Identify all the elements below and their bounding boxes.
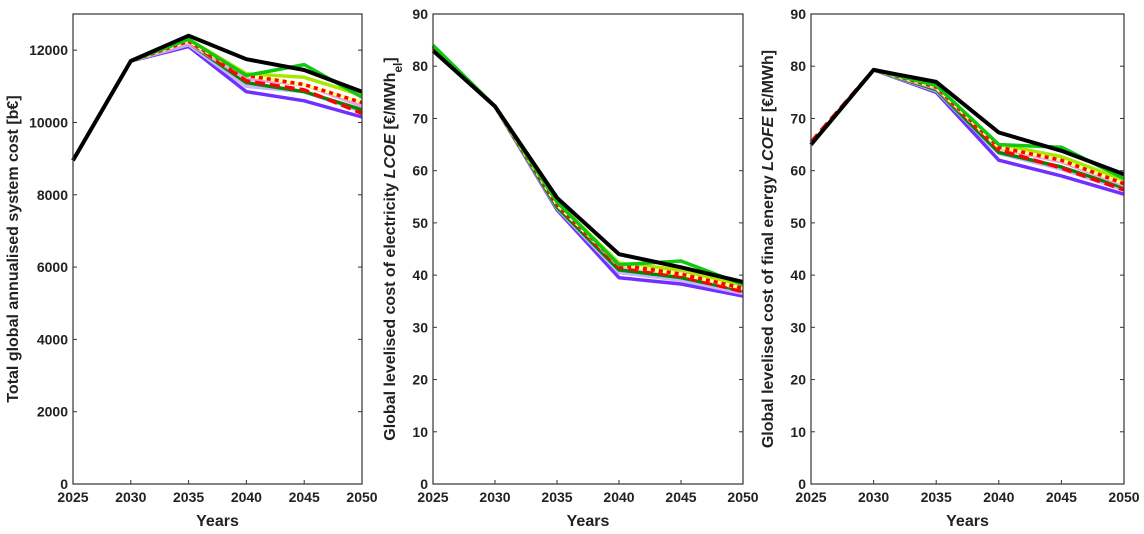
plot-frame xyxy=(72,13,363,485)
y-tick-label: 50 xyxy=(790,215,806,231)
y-tick-label: 60 xyxy=(790,163,806,179)
chart-panel-3: 2025 2030 2035 2040 2045 20500102030405060708… xyxy=(760,6,1140,530)
x-tick-label: 2050 xyxy=(1108,489,1139,505)
y-tick-label: 30 xyxy=(790,319,806,335)
y-tick-label: 0 xyxy=(60,476,68,492)
x-axis-label: Years xyxy=(196,513,239,530)
y-tick-label: 90 xyxy=(412,6,428,22)
x-tick-label: 2025 xyxy=(57,489,88,505)
y-tick-label: 30 xyxy=(412,319,428,335)
x-tick-label: 2035 xyxy=(921,489,952,505)
chart-panel-2-series-yellow-green-line xyxy=(431,46,744,288)
y-tick-label: 80 xyxy=(412,58,428,74)
chart-panel-2-series-yellow-red-dotted-line xyxy=(431,46,744,290)
chart-panel-2-series-yellow-red-dotted-dots xyxy=(431,46,744,290)
x-axis-label: Years xyxy=(946,513,989,530)
x-tick-label: 2045 xyxy=(289,489,320,505)
x-tick-label: 2040 xyxy=(983,489,1014,505)
x-axis-label: Years xyxy=(567,513,610,530)
y-tick-label: 2000 xyxy=(37,404,68,420)
plot-frame xyxy=(432,13,744,485)
y-tick-label: 50 xyxy=(412,215,428,231)
plot-frame xyxy=(810,13,1125,485)
y-tick-label: 0 xyxy=(798,476,806,492)
chart-panel-2-series-green-line xyxy=(431,44,744,287)
chart-panel-2-series-pink-line xyxy=(431,46,744,291)
y-tick-label: 20 xyxy=(790,372,806,388)
chart-panel-2-series-purple-line xyxy=(431,46,744,298)
y-axis-label-part: el xyxy=(391,63,405,73)
chart-panel-1: 2025 2030 2035 2040 2045 2050 0 2000 4000 6000 800… xyxy=(5,13,378,530)
x-tick-label: 2025 xyxy=(795,489,826,505)
chart-panel-3-series-black-line xyxy=(809,67,1125,177)
x-tick-label: 2040 xyxy=(231,489,262,505)
y-tick-label: 90 xyxy=(790,6,806,22)
y-tick-label: 40 xyxy=(790,267,806,283)
chart-panel-2-series-red-dashed-line xyxy=(431,45,744,294)
x-tick-label: 2030 xyxy=(115,489,146,505)
y-tick-label: 40 xyxy=(412,267,428,283)
y-axis-label-part: LCOFE xyxy=(760,115,777,171)
y-tick-label: 70 xyxy=(790,110,806,126)
y-axis-label-part: Global levelised cost of electricity xyxy=(382,178,399,440)
y-tick-label: 0 xyxy=(420,476,428,492)
y-axis-label: Global levelised cost of electricity LCO… xyxy=(382,57,405,440)
y-axis-label-part: Global levelised cost of final energy xyxy=(760,171,777,448)
chart-panel-1-series-green-line xyxy=(71,37,363,162)
y-tick-label: 10000 xyxy=(29,114,68,130)
y-tick-label: 10 xyxy=(790,424,806,440)
chart-panel-1-series-black-line xyxy=(71,33,363,162)
x-tick-label: 2035 xyxy=(541,489,572,505)
y-axis-label-part: LCOE xyxy=(382,133,399,179)
y-tick-label: 60 xyxy=(412,163,428,179)
y-axis-label-part: [€/MWh] xyxy=(760,50,777,117)
chart-panel-2-series-black-line xyxy=(431,49,744,284)
y-tick-label: 8000 xyxy=(37,187,68,203)
y-axis-label-part: ] xyxy=(382,57,399,62)
x-tick-label: 2045 xyxy=(665,489,696,505)
x-tick-label: 2050 xyxy=(727,489,758,505)
chart-panel-2-series-dark-green-line xyxy=(431,46,744,293)
y-tick-label: 12000 xyxy=(29,42,68,58)
y-axis-label: Global levelised cost of final energy LC… xyxy=(760,50,777,448)
y-tick-label: 70 xyxy=(412,110,428,126)
x-tick-label: 2045 xyxy=(1046,489,1077,505)
x-tick-label: 2040 xyxy=(603,489,634,505)
y-axis-label-part: [€/MWh xyxy=(382,73,399,134)
y-axis-label: Total global annualised system cost [b€] xyxy=(5,95,22,402)
chart-panel-2-series-lavender-line xyxy=(431,46,744,296)
x-tick-label: 2030 xyxy=(479,489,510,505)
y-tick-label: 6000 xyxy=(37,259,68,275)
y-tick-label: 4000 xyxy=(37,331,68,347)
y-tick-label: 20 xyxy=(412,372,428,388)
x-tick-label: 2035 xyxy=(173,489,204,505)
x-tick-label: 2030 xyxy=(858,489,889,505)
y-tick-label: 10 xyxy=(412,424,428,440)
chart-panel-2: 2025 2030 2035 2040 2045 20500102030405060708… xyxy=(382,6,759,530)
y-tick-label: 80 xyxy=(790,58,806,74)
x-tick-label: 2025 xyxy=(417,489,448,505)
x-tick-label: 2050 xyxy=(346,489,377,505)
